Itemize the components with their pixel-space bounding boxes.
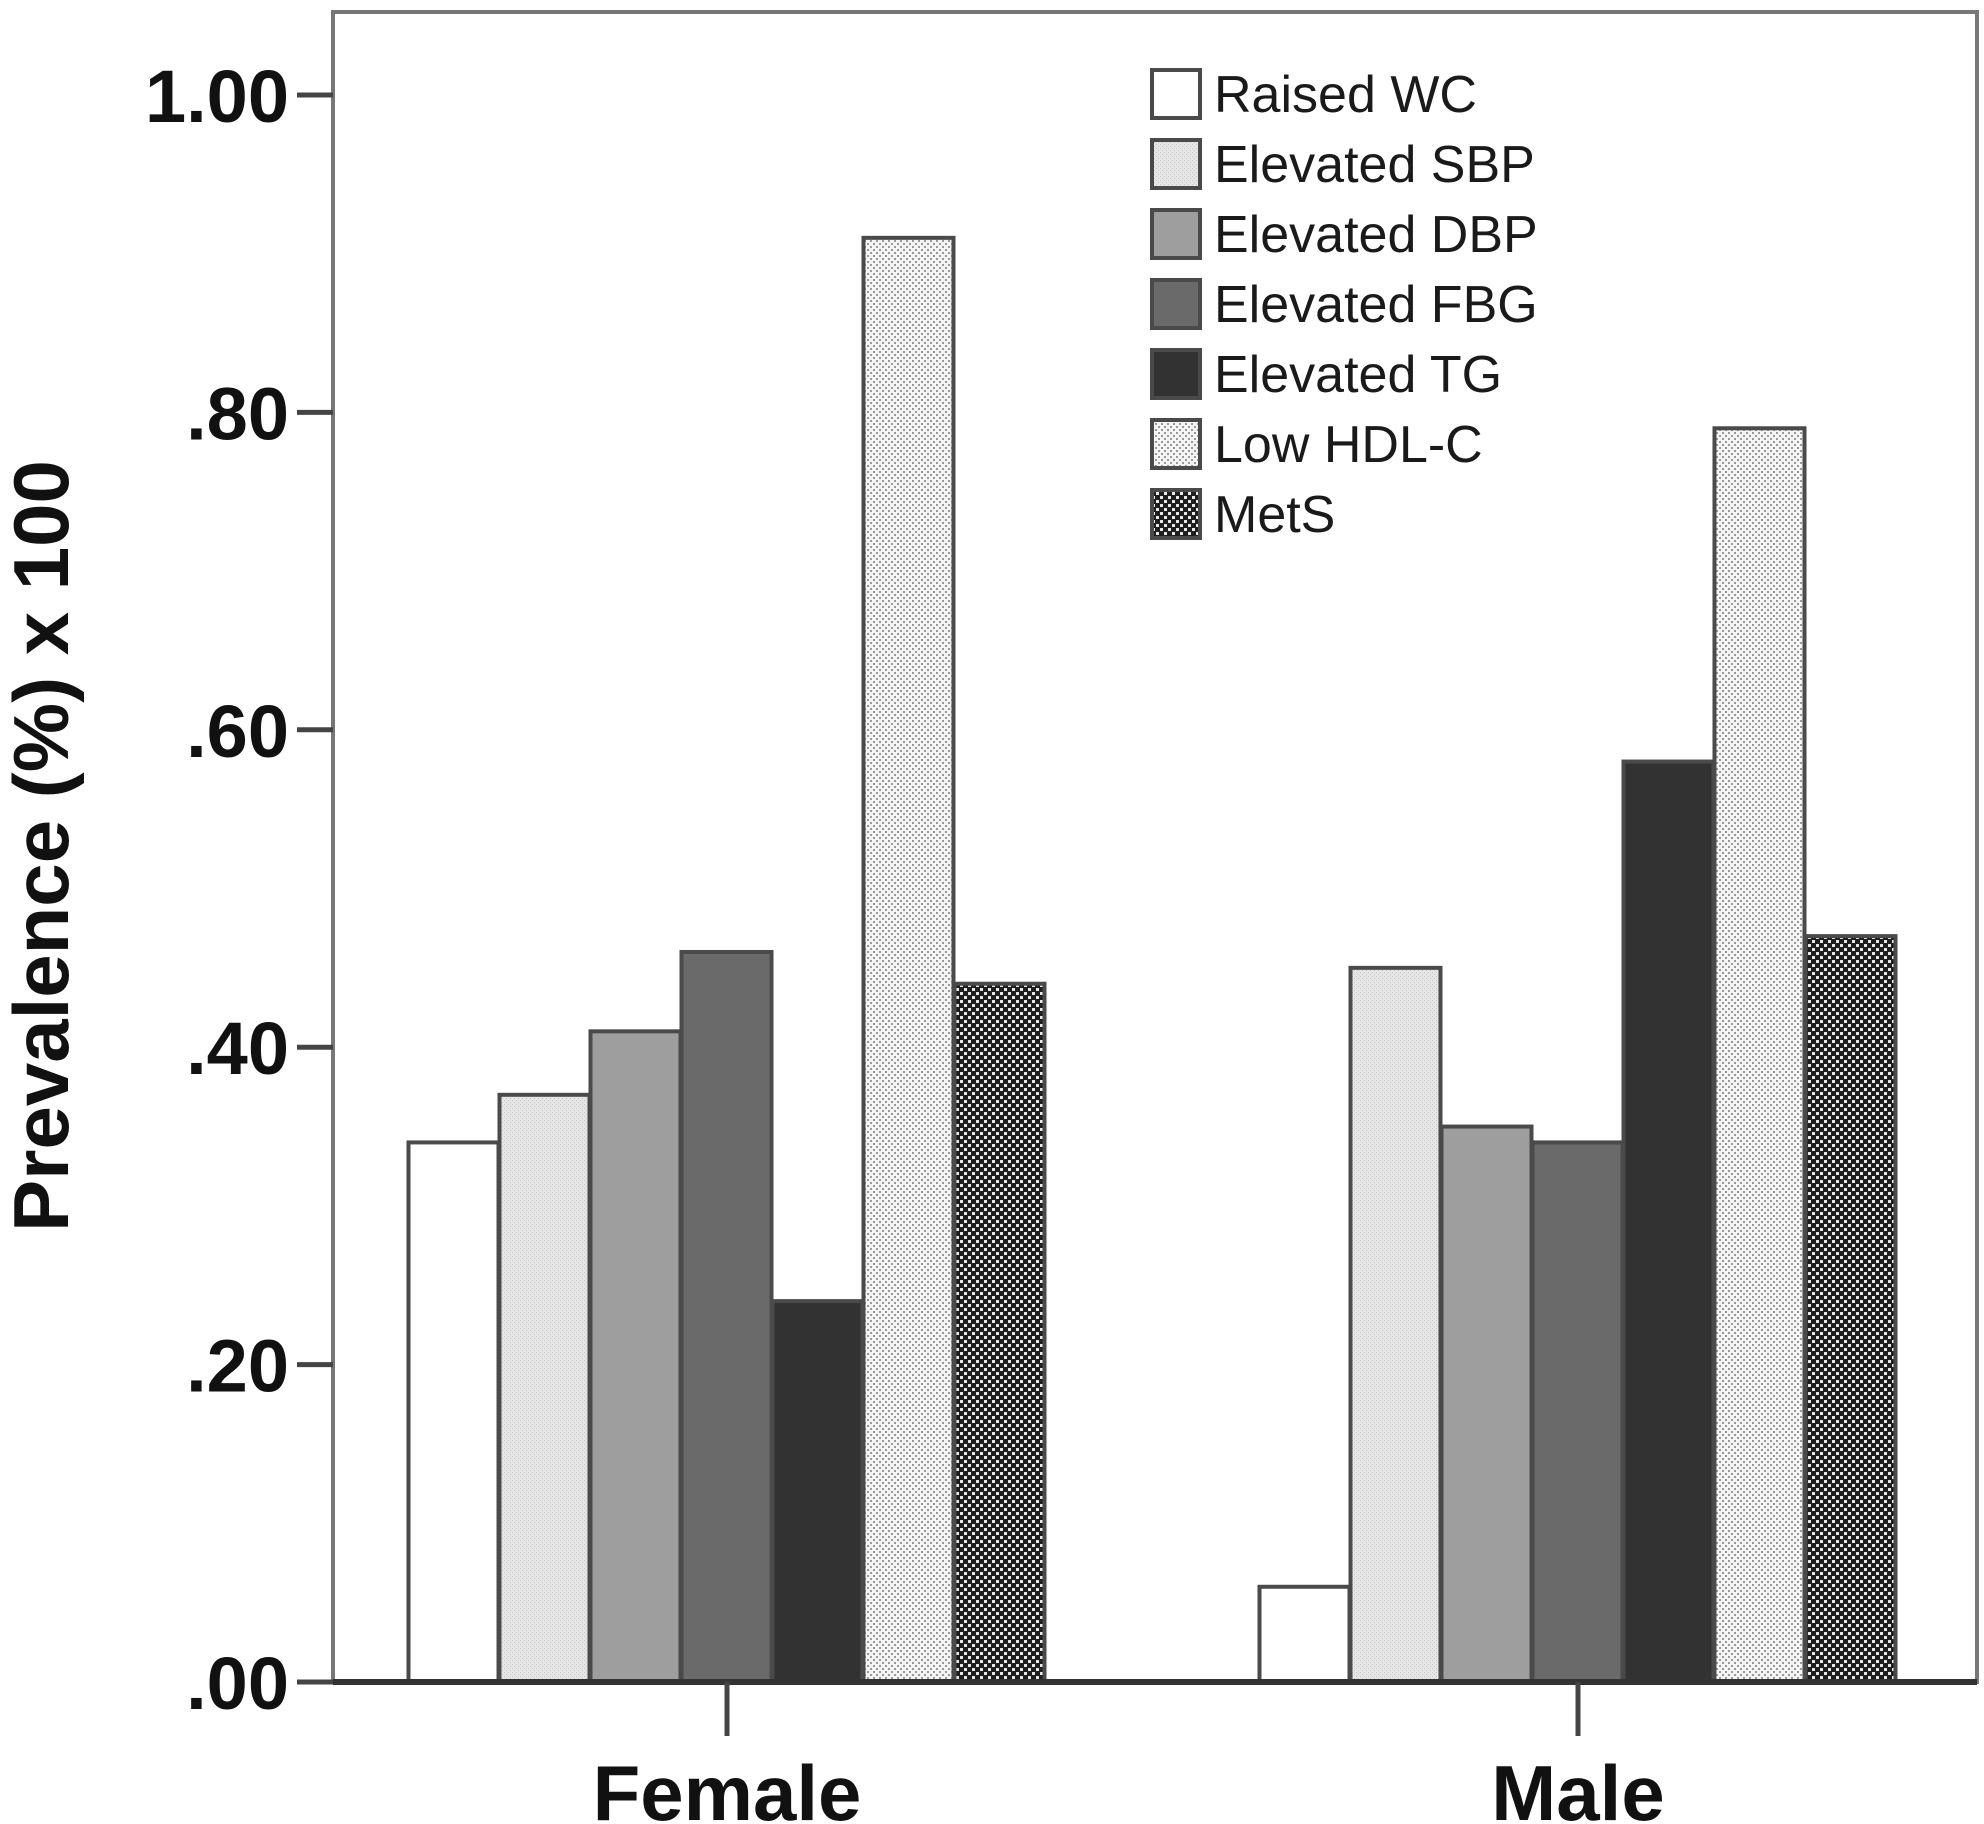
bar-raised-wc-female	[406, 1140, 501, 1685]
legend-swatch	[1150, 488, 1202, 540]
bar-elevated-dbp-male	[1439, 1124, 1534, 1685]
legend-label: Elevated DBP	[1214, 206, 1538, 264]
bars-group	[406, 235, 1898, 1685]
bar-elevated-tg-male	[1621, 759, 1716, 1684]
bar-elevated-tg-female	[770, 1299, 865, 1684]
legend-swatch	[1150, 208, 1202, 260]
legend-label: Elevated FBG	[1214, 276, 1538, 334]
y-tick-label: 1.00	[145, 55, 289, 138]
x-axis: Female Male	[333, 1679, 1977, 1824]
bar-low-hdl-c-male	[1712, 426, 1807, 1684]
legend: Raised WC Elevated SBP Elevated DBP Elevate…	[1150, 66, 1538, 544]
y-axis: .00 .20 .40 .60 .80 1.00	[145, 55, 333, 1725]
x-category-label: Female	[593, 1749, 862, 1824]
legend-label: Elevated SBP	[1214, 136, 1535, 194]
bar-low-hdl-c-female	[861, 235, 956, 1685]
legend-label: Low HDL-C	[1214, 416, 1483, 474]
legend-swatch	[1150, 278, 1202, 330]
bar-raised-wc-male	[1257, 1584, 1352, 1685]
legend-label: MetS	[1214, 486, 1335, 544]
legend-swatch	[1150, 68, 1202, 120]
y-tick-label: .80	[186, 372, 289, 455]
bar-elevated-sbp-female	[497, 1092, 592, 1685]
y-tick-label: .40	[186, 1007, 289, 1090]
y-tick-label: .20	[186, 1325, 289, 1408]
x-category-label: Male	[1491, 1749, 1664, 1824]
bar-elevated-fbg-male	[1530, 1140, 1625, 1685]
legend-label: Raised WC	[1214, 66, 1477, 124]
y-tick-label: .00	[186, 1642, 289, 1725]
legend-swatch	[1150, 418, 1202, 470]
y-axis-title: Prevalence (%) x 100	[0, 460, 85, 1232]
bar-mets-female	[952, 981, 1047, 1684]
legend-label: Elevated TG	[1214, 346, 1502, 404]
bar-mets-male	[1803, 934, 1898, 1684]
bar-elevated-fbg-female	[679, 949, 774, 1684]
bar-elevated-dbp-female	[588, 1029, 683, 1684]
bar-elevated-sbp-male	[1348, 965, 1443, 1684]
legend-swatch	[1150, 138, 1202, 190]
y-tick-label: .60	[186, 690, 289, 773]
legend-swatch	[1150, 348, 1202, 400]
